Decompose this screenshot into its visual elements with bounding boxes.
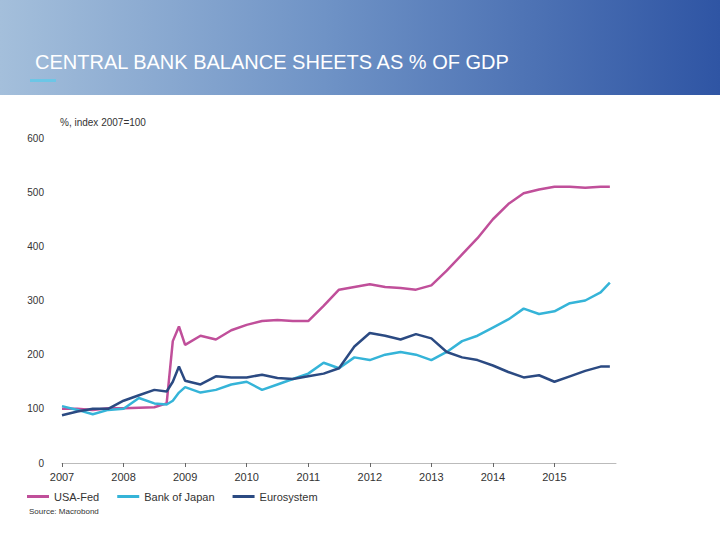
svg-text:2007: 2007 — [50, 471, 74, 483]
svg-text:0: 0 — [38, 458, 44, 469]
svg-text:Eurosystem: Eurosystem — [260, 491, 318, 503]
svg-text:2015: 2015 — [542, 471, 566, 483]
svg-text:USA-Fed: USA-Fed — [54, 491, 99, 503]
svg-text:600: 600 — [27, 133, 44, 144]
svg-text:500: 500 — [27, 187, 44, 198]
svg-text:400: 400 — [27, 241, 44, 252]
svg-text:300: 300 — [27, 295, 44, 306]
svg-text:200: 200 — [27, 349, 44, 360]
svg-text:100: 100 — [27, 403, 44, 414]
svg-text:2011: 2011 — [296, 471, 320, 483]
svg-text:Bank of Japan: Bank of Japan — [144, 491, 214, 503]
svg-text:CENTRAL BANK BALANCE SHEETS AS: CENTRAL BANK BALANCE SHEETS AS % OF GDP — [35, 51, 509, 73]
svg-text:2012: 2012 — [358, 471, 382, 483]
svg-text:%, index 2007=100: %, index 2007=100 — [60, 117, 146, 128]
svg-text:2009: 2009 — [173, 471, 197, 483]
svg-text:2013: 2013 — [419, 471, 443, 483]
svg-text:2014: 2014 — [481, 471, 505, 483]
svg-text:Source: Macrobond: Source: Macrobond — [29, 507, 99, 516]
svg-text:2010: 2010 — [234, 471, 258, 483]
svg-text:2008: 2008 — [111, 471, 135, 483]
